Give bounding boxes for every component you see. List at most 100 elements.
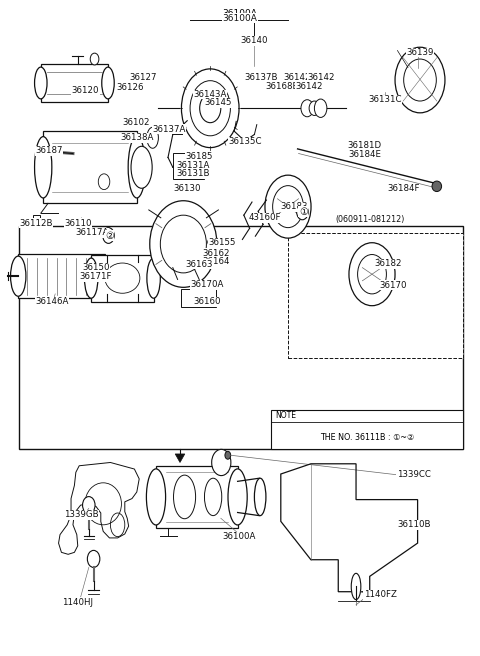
Ellipse shape xyxy=(131,146,152,188)
Ellipse shape xyxy=(150,201,217,287)
Text: 36135C: 36135C xyxy=(228,137,262,146)
Ellipse shape xyxy=(208,239,213,245)
Ellipse shape xyxy=(128,136,145,198)
Text: 36142: 36142 xyxy=(308,73,336,82)
Text: 36185: 36185 xyxy=(185,152,213,161)
Ellipse shape xyxy=(297,204,308,220)
Text: 36100A: 36100A xyxy=(223,9,257,18)
Ellipse shape xyxy=(301,100,313,117)
Text: 36162: 36162 xyxy=(202,249,230,258)
Text: 1140FZ: 1140FZ xyxy=(364,590,396,600)
Text: 1140HJ: 1140HJ xyxy=(62,598,93,607)
Text: 36100A: 36100A xyxy=(223,14,257,23)
Text: THE NO. 36111B : ①~②: THE NO. 36111B : ①~② xyxy=(320,433,414,442)
Text: 36160: 36160 xyxy=(193,297,221,306)
Text: 36182: 36182 xyxy=(374,259,402,268)
Ellipse shape xyxy=(146,469,166,525)
Text: 36130: 36130 xyxy=(173,184,201,194)
FancyBboxPatch shape xyxy=(41,64,108,102)
Text: 36131B: 36131B xyxy=(176,169,210,178)
Ellipse shape xyxy=(174,475,196,519)
Ellipse shape xyxy=(147,127,158,148)
Ellipse shape xyxy=(90,53,99,65)
FancyBboxPatch shape xyxy=(288,233,463,358)
Text: ①: ① xyxy=(299,207,308,217)
FancyBboxPatch shape xyxy=(173,153,204,179)
Text: 1339CC: 1339CC xyxy=(397,470,431,480)
Text: 36183: 36183 xyxy=(280,202,308,211)
Text: 36131A: 36131A xyxy=(176,161,210,170)
FancyBboxPatch shape xyxy=(33,215,40,226)
Ellipse shape xyxy=(160,215,206,273)
FancyBboxPatch shape xyxy=(91,255,154,302)
Text: NOTE: NOTE xyxy=(275,411,296,420)
Text: 36127: 36127 xyxy=(129,73,157,82)
Text: 36142: 36142 xyxy=(296,82,324,91)
Text: 36155: 36155 xyxy=(208,238,236,247)
Ellipse shape xyxy=(35,67,47,99)
Ellipse shape xyxy=(273,186,303,228)
Text: 36187: 36187 xyxy=(35,146,63,155)
Ellipse shape xyxy=(98,174,110,190)
Text: 43160F: 43160F xyxy=(249,213,281,222)
FancyBboxPatch shape xyxy=(18,254,105,298)
Text: 36102: 36102 xyxy=(122,117,150,127)
Ellipse shape xyxy=(351,573,361,600)
Text: 36140: 36140 xyxy=(240,36,268,45)
Text: 36112B: 36112B xyxy=(19,218,53,228)
Text: 36168B: 36168B xyxy=(265,82,299,91)
Ellipse shape xyxy=(11,256,26,297)
Ellipse shape xyxy=(228,469,247,525)
Polygon shape xyxy=(175,454,185,462)
Ellipse shape xyxy=(265,175,311,238)
Text: 36138A: 36138A xyxy=(120,133,154,142)
Ellipse shape xyxy=(212,449,231,476)
FancyBboxPatch shape xyxy=(19,226,463,449)
Text: 36120: 36120 xyxy=(72,86,99,95)
Ellipse shape xyxy=(225,451,231,459)
Ellipse shape xyxy=(404,59,436,101)
Ellipse shape xyxy=(105,263,140,293)
Text: 1339GB: 1339GB xyxy=(64,510,99,520)
Text: ②: ② xyxy=(105,230,114,241)
FancyBboxPatch shape xyxy=(181,289,216,307)
Ellipse shape xyxy=(349,243,395,306)
Text: 36170A: 36170A xyxy=(191,280,224,289)
Text: 36171F: 36171F xyxy=(80,272,112,281)
Text: 36184E: 36184E xyxy=(348,150,381,159)
Ellipse shape xyxy=(375,259,382,268)
Text: 36126: 36126 xyxy=(117,83,144,92)
Ellipse shape xyxy=(190,81,230,136)
Text: 36164: 36164 xyxy=(202,257,230,266)
Ellipse shape xyxy=(147,258,160,298)
Text: 36163: 36163 xyxy=(185,260,213,269)
Ellipse shape xyxy=(358,255,386,294)
Ellipse shape xyxy=(83,497,95,514)
Ellipse shape xyxy=(309,101,320,115)
Text: 36117A: 36117A xyxy=(75,228,109,237)
Text: 36170: 36170 xyxy=(380,281,408,290)
Ellipse shape xyxy=(254,478,266,516)
Ellipse shape xyxy=(103,228,114,243)
Text: 36131C: 36131C xyxy=(368,95,402,104)
Text: 36100A: 36100A xyxy=(222,532,256,541)
Text: 36143A: 36143A xyxy=(193,90,227,99)
Text: 36142: 36142 xyxy=(284,73,312,82)
Ellipse shape xyxy=(395,47,445,113)
Text: 36139: 36139 xyxy=(406,48,434,57)
Text: 36145: 36145 xyxy=(204,98,232,108)
Text: 36181D: 36181D xyxy=(348,141,382,150)
Text: 36110B: 36110B xyxy=(397,520,431,529)
Ellipse shape xyxy=(35,136,52,198)
Ellipse shape xyxy=(84,258,98,298)
Ellipse shape xyxy=(181,69,239,148)
Text: 36150: 36150 xyxy=(82,263,110,272)
Text: 36146A: 36146A xyxy=(35,297,69,306)
Ellipse shape xyxy=(204,478,222,516)
Ellipse shape xyxy=(87,550,100,567)
Text: 36184F: 36184F xyxy=(387,184,420,194)
Text: (060911-081212): (060911-081212) xyxy=(336,215,405,224)
Text: 36137A: 36137A xyxy=(152,125,186,134)
FancyBboxPatch shape xyxy=(156,466,238,528)
Ellipse shape xyxy=(432,181,442,192)
